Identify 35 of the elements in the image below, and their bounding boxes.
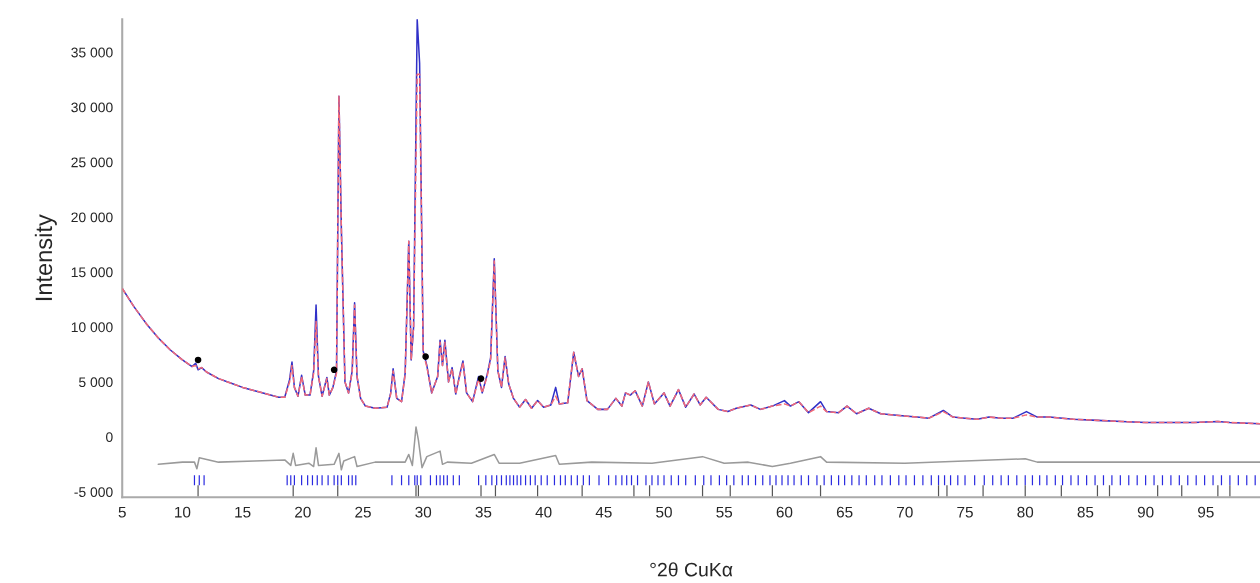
y-tick-label: 20 000	[71, 212, 113, 223]
x-tick-label: 20	[295, 506, 311, 518]
x-tick-label: 50	[656, 506, 672, 518]
x-tick-label: 15	[235, 506, 251, 518]
x-tick-label: 95	[1198, 506, 1214, 518]
x-tick-label: 85	[1077, 506, 1094, 518]
x-tick-label: 70	[897, 506, 913, 518]
x-tick-label: 90	[1137, 506, 1154, 518]
point	[330, 366, 338, 374]
x-tick-label: 40	[535, 506, 552, 518]
point	[422, 353, 429, 360]
x-tick-label: 60	[776, 506, 793, 518]
x-tick-label: 35	[475, 506, 492, 518]
y-tick-label: 15 000	[71, 267, 113, 278]
x-tick-label: 80	[1017, 506, 1034, 518]
x-tick-label: 55	[716, 506, 733, 518]
x-tick-label: 45	[595, 506, 612, 518]
y-tick-label: 0	[106, 432, 113, 443]
point	[477, 375, 485, 382]
y-axis-title: Intensity	[34, 214, 57, 301]
line-series	[157, 426, 1260, 471]
point	[194, 356, 202, 364]
y-tick-label: 25 000	[71, 157, 113, 168]
y-tick-label: 35 000	[71, 47, 113, 58]
x-axis-title: °2θ CuKα	[650, 562, 733, 577]
x-tick-label: 10	[175, 506, 191, 518]
x-tick-label: 65	[836, 506, 853, 518]
x-tick-label: 5	[118, 506, 126, 518]
x-tick-label: 25	[355, 506, 371, 518]
x-tick-label: 30	[415, 506, 432, 518]
y-tick-label: 5 000	[79, 377, 113, 388]
y-tick-label: 30 000	[71, 102, 113, 113]
x-tick-label: 75	[957, 506, 973, 518]
y-tick-label: 10 000	[71, 322, 113, 333]
y-tick-label: -5 000	[74, 487, 113, 497]
